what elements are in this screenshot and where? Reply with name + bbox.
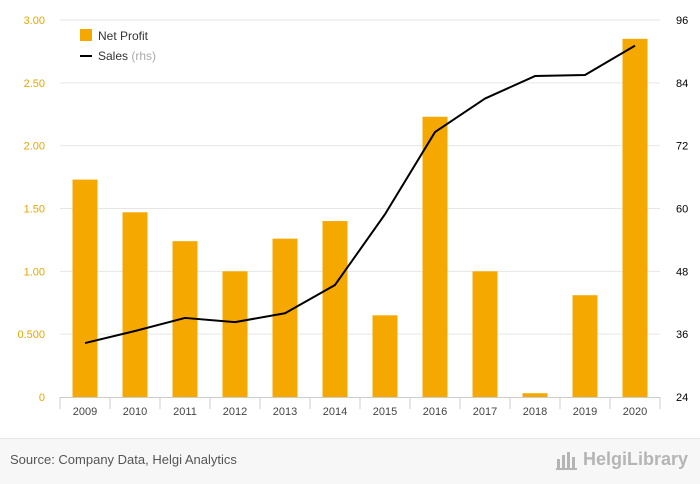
y-left-tick-label: 0 — [39, 392, 45, 404]
x-tick-label: 2017 — [473, 406, 497, 418]
y-right-tick-label: 60 — [676, 204, 688, 216]
x-tick-label: 2018 — [523, 406, 547, 418]
legend: Net Profit Sales (rhs) — [80, 29, 156, 63]
bar-net-profit[interactable] — [372, 315, 398, 397]
y-left-tick-label: 2.00 — [24, 141, 45, 153]
legend-swatch-net-profit — [80, 29, 92, 41]
bar-chart-logo-icon — [555, 451, 577, 470]
bar-net-profit[interactable] — [72, 179, 98, 397]
x-tick-label: 2010 — [123, 406, 147, 418]
x-tick-label: 2016 — [423, 406, 447, 418]
bar-net-profit[interactable] — [222, 271, 248, 397]
y-left-tick-label: 2.50 — [24, 78, 45, 90]
x-tick-label: 2011 — [173, 406, 197, 418]
y-left-tick-label: 0.500 — [17, 329, 45, 341]
brand-name: HelgiLibrary — [582, 449, 688, 469]
sales-line — [84, 44, 636, 345]
x-tick-label: 2009 — [73, 406, 97, 418]
y-right-tick-label: 48 — [676, 266, 688, 278]
x-tick-label: 2015 — [373, 406, 397, 418]
x-tick-label: 2020 — [623, 406, 647, 418]
x-tick-label: 2019 — [573, 406, 597, 418]
y-right-tick-label: 72 — [676, 141, 688, 153]
bar-net-profit[interactable] — [422, 116, 448, 397]
bar-net-profit[interactable] — [272, 238, 298, 397]
grid — [60, 19, 660, 335]
bar-net-profit[interactable] — [622, 38, 648, 397]
y-right-tick-label: 84 — [676, 78, 688, 90]
source-text: Source: Company Data, Helgi Analytics — [10, 452, 237, 467]
y-right-tick-label: 24 — [676, 392, 688, 404]
x-tick-label: 2014 — [323, 406, 347, 418]
legend-label-rhs: (rhs) — [131, 49, 156, 63]
y-right-tick-label: 36 — [676, 329, 688, 341]
line-sales[interactable] — [84, 44, 636, 345]
footer: Source: Company Data, Helgi Analytics He… — [0, 438, 700, 484]
x-tick-label: 2012 — [223, 406, 247, 418]
bar-net-profit[interactable] — [322, 221, 348, 397]
y-right-tick-label: 96 — [676, 15, 688, 27]
brand-logo[interactable]: HelgiLibrary — [555, 449, 688, 470]
chart: 2009 2010 2011 2012 2013 2014 2015 2016 2017 2018… — [17, 15, 688, 418]
bar-net-profit[interactable] — [572, 295, 598, 397]
axes: 2009 2010 2011 2012 2013 2014 2015 2016 2017 2018… — [17, 15, 688, 418]
x-tick-label: 2013 — [273, 406, 297, 418]
bar-net-profit[interactable] — [522, 393, 548, 397]
bar-net-profit[interactable] — [472, 271, 498, 397]
bar-net-profit[interactable] — [122, 212, 148, 397]
legend-label-net-profit: Net Profit — [98, 29, 149, 43]
y-left-tick-label: 1.00 — [24, 266, 45, 278]
y-left-tick-label: 3.00 — [24, 15, 45, 27]
legend-label-sales: Sales (rhs) — [98, 49, 156, 63]
bars — [72, 38, 648, 397]
y-left-tick-label: 1.50 — [24, 204, 45, 216]
